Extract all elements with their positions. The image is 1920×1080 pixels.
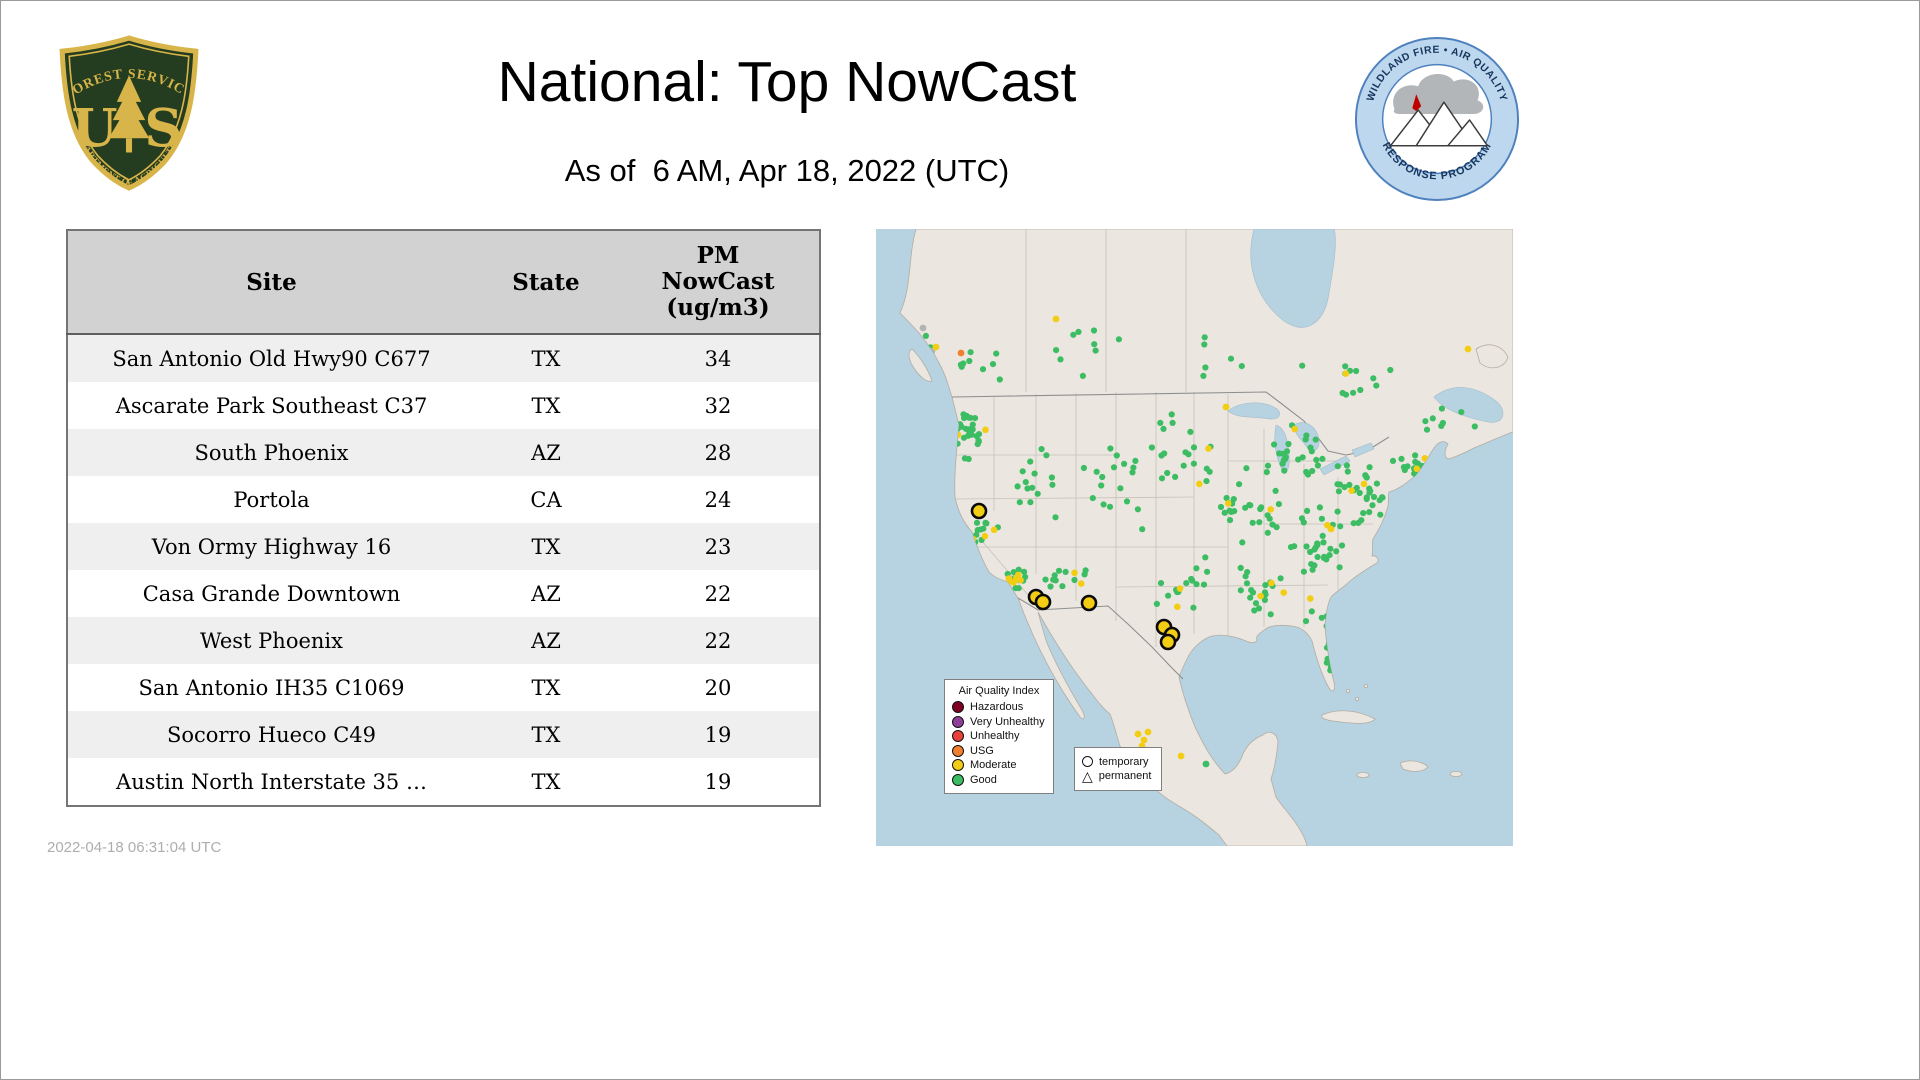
col-header-site: Site bbox=[67, 230, 475, 335]
aqi-legend-label: USG bbox=[970, 744, 994, 757]
nowcast-table-body: San Antonio Old Hwy90 C677 TX 34 Ascarate P… bbox=[67, 334, 820, 806]
state-cell: AZ bbox=[531, 581, 561, 606]
table-row: Von Ormy Highway 16 TX 23 bbox=[67, 523, 820, 570]
site-cell: Socorro Hueco C49 bbox=[167, 722, 376, 747]
nowcast-table: Site State PM NowCast (ug/m3) San Antoni… bbox=[66, 229, 821, 807]
tree-icon bbox=[108, 75, 150, 153]
state-cell: AZ bbox=[531, 440, 561, 465]
pm-cell: 22 bbox=[704, 581, 732, 606]
aqi-legend-item: Very Unhealthy bbox=[952, 715, 1046, 728]
wfaqrp-logo: WILDLAND FIRE • AIR QUALITY RESPONSE PRO… bbox=[1353, 35, 1521, 208]
marker-legend-items: temporary △ permanent bbox=[1082, 756, 1154, 783]
good-swatch bbox=[952, 773, 964, 786]
aqi-legend-item: Good bbox=[952, 773, 1046, 786]
moderate-swatch bbox=[952, 759, 964, 771]
site-cell: Ascarate Park Southeast C37 bbox=[115, 393, 428, 418]
marker-legend: temporary △ permanent bbox=[1074, 747, 1162, 791]
aqi-map: Air Quality Index Hazardous Very Unhealth… bbox=[876, 229, 1513, 846]
pm-cell: 19 bbox=[704, 722, 732, 747]
aqi-legend-item: Unhealthy bbox=[952, 730, 1046, 742]
pm-cell: 24 bbox=[704, 487, 732, 512]
temporary-monitor-markers bbox=[970, 502, 1181, 651]
lakes bbox=[1227, 229, 1504, 476]
col-header-state: State bbox=[475, 230, 617, 335]
shield-letter-s: S bbox=[144, 98, 182, 159]
state-cell: TX bbox=[531, 769, 561, 794]
generated-timestamp: 2022-04-18 06:31:04 UTC bbox=[47, 839, 222, 856]
site-cell: South Phoenix bbox=[194, 440, 349, 465]
aqi-legend-item: USG bbox=[952, 744, 1046, 757]
state-borders bbox=[952, 229, 1373, 647]
hazardous-swatch bbox=[952, 701, 964, 713]
nowcast-table-wrap: Site State PM NowCast (ug/m3) San Antoni… bbox=[66, 229, 821, 807]
pm-cell: 28 bbox=[704, 440, 732, 465]
site-cell: Portola bbox=[233, 487, 310, 512]
pm-header-line: NowCast bbox=[661, 268, 775, 296]
site-cell: Austin North Interstate 35 … bbox=[116, 769, 427, 794]
page-title: National: Top NowCast bbox=[497, 50, 1077, 114]
pm-cell: 23 bbox=[704, 534, 732, 559]
pm-header-line: (ug/m3) bbox=[666, 293, 770, 321]
table-row: Ascarate Park Southeast C37 TX 32 bbox=[67, 382, 820, 429]
aqi-legend-item: Hazardous bbox=[952, 701, 1046, 713]
state-cell: TX bbox=[531, 675, 561, 700]
marker-legend-label: temporary bbox=[1099, 755, 1149, 768]
table-row: San Antonio Old Hwy90 C677 TX 34 bbox=[67, 334, 820, 382]
table-row: Austin North Interstate 35 … TX 19 bbox=[67, 758, 820, 806]
pm-cell: 20 bbox=[704, 675, 732, 700]
shield-inner-line bbox=[68, 43, 190, 181]
mountains-icon bbox=[1389, 101, 1489, 147]
state-cell: TX bbox=[531, 393, 561, 418]
table-row: Casa Grande Downtown AZ 22 bbox=[67, 570, 820, 617]
unhealthy-swatch bbox=[952, 730, 964, 742]
forest-service-shield: FOREST SERVICE U S DEPARTMENT OF AGRICUL… bbox=[48, 23, 199, 191]
as-of-subtitle: As of 6 AM, Apr 18, 2022 (UTC) bbox=[564, 153, 1010, 188]
marker-legend-label: permanent bbox=[1098, 770, 1152, 782]
table-row: Portola CA 24 bbox=[67, 476, 820, 523]
temporary-circle-icon bbox=[1082, 756, 1093, 767]
aqi-legend-label: Very Unhealthy bbox=[970, 715, 1045, 728]
state-cell: TX bbox=[531, 722, 561, 747]
table-header-row: Site State PM NowCast (ug/m3) bbox=[67, 230, 820, 335]
aqi-legend: Air Quality Index Hazardous Very Unhealth… bbox=[944, 679, 1054, 794]
usg-swatch bbox=[952, 744, 964, 757]
aqi-legend-label: Hazardous bbox=[970, 701, 1024, 713]
forest-service-logo: FOREST SERVICE U S DEPARTMENT OF AGRICUL… bbox=[48, 23, 205, 198]
table-row: San Antonio IH35 C1069 TX 20 bbox=[67, 664, 820, 711]
col-header-pm: PM NowCast (ug/m3) bbox=[617, 230, 820, 335]
marker-legend-item: temporary bbox=[1082, 756, 1154, 768]
state-cell: AZ bbox=[531, 628, 561, 653]
aqi-legend-title: Air Quality Index bbox=[958, 685, 1040, 697]
islands bbox=[908, 344, 1509, 779]
pm-cell: 32 bbox=[704, 393, 732, 418]
pm-cell: 34 bbox=[704, 346, 732, 371]
aqi-legend-label: Moderate bbox=[970, 759, 1017, 771]
wfaqrp-seal: WILDLAND FIRE • AIR QUALITY RESPONSE PRO… bbox=[1354, 36, 1520, 202]
aqi-legend-label: Good bbox=[970, 773, 997, 786]
table-row: South Phoenix AZ 28 bbox=[67, 429, 820, 476]
permanent-triangle-icon: △ bbox=[1082, 768, 1093, 784]
aqi-legend-label: Unhealthy bbox=[970, 730, 1020, 742]
aqi-legend-item: Moderate bbox=[952, 759, 1046, 771]
pm-header-line: PM bbox=[696, 242, 740, 270]
state-cell: TX bbox=[531, 534, 561, 559]
table-row: Socorro Hueco C49 TX 19 bbox=[67, 711, 820, 758]
shield-letter-u: U bbox=[72, 98, 118, 159]
very_unhealthy-swatch bbox=[952, 715, 964, 728]
site-cell: West Phoenix bbox=[199, 628, 343, 653]
site-cell: San Antonio IH35 C1069 bbox=[138, 675, 405, 700]
aqi-legend-items: Hazardous Very Unhealthy Unhealthy USG Moder… bbox=[952, 701, 1046, 786]
pm-cell: 19 bbox=[704, 769, 732, 794]
pm-cell: 22 bbox=[704, 628, 732, 653]
table-row: West Phoenix AZ 22 bbox=[67, 617, 820, 664]
site-cell: Casa Grande Downtown bbox=[142, 581, 401, 606]
marker-legend-item: △ permanent bbox=[1082, 768, 1154, 784]
state-cell: TX bbox=[531, 346, 561, 371]
site-cell: Von Ormy Highway 16 bbox=[151, 534, 392, 559]
site-cell: San Antonio Old Hwy90 C677 bbox=[112, 346, 431, 371]
state-cell: CA bbox=[530, 487, 562, 512]
flame-icon bbox=[1412, 94, 1422, 112]
